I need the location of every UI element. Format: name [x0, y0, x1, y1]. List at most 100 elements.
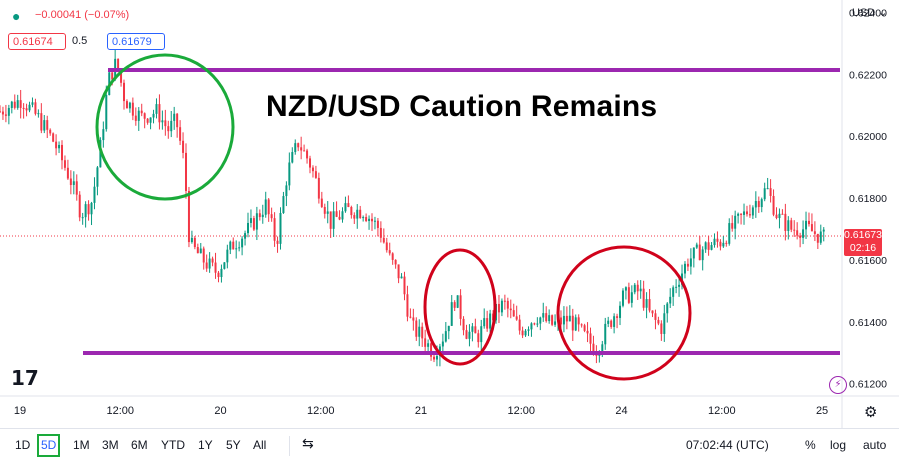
candle-body: [185, 152, 188, 191]
candle-body: [244, 233, 247, 239]
range-3m[interactable]: 3M: [102, 438, 119, 452]
candle-body: [784, 213, 787, 231]
candle-body: [317, 177, 320, 199]
price-tick-label: 0.61800: [849, 193, 887, 205]
candle-body: [258, 213, 261, 218]
candle-body: [760, 199, 763, 208]
time-tick-label: 24: [615, 405, 627, 417]
candle-body: [710, 245, 713, 250]
candle-body: [666, 303, 669, 314]
candle-body: [692, 247, 695, 259]
candle-body: [270, 214, 273, 219]
candle-body: [418, 326, 421, 337]
range-6m[interactable]: 6M: [131, 438, 148, 452]
time-tick-label: 12:00: [307, 405, 335, 417]
candle-body: [743, 211, 746, 215]
candle-body: [421, 326, 424, 339]
candle-body: [49, 129, 52, 134]
candle-body: [719, 241, 722, 247]
log-toggle[interactable]: log: [830, 438, 847, 452]
candle-body: [255, 213, 258, 230]
ask-box[interactable]: 0.61679: [107, 33, 165, 50]
calendar-goto-icon[interactable]: ⇆: [302, 435, 314, 451]
candle-body: [55, 141, 58, 149]
candle-body: [87, 204, 90, 215]
auto-toggle[interactable]: auto: [863, 438, 887, 452]
tradingview-logo-icon[interactable]: 𝟭𝟳: [11, 368, 39, 390]
candle-body: [580, 324, 583, 326]
candle-body: [391, 253, 394, 260]
red-circle-annotation-right[interactable]: [556, 245, 692, 381]
candle-body: [695, 244, 698, 248]
candle-body: [474, 326, 477, 334]
candle-body: [816, 233, 819, 243]
candle-body: [716, 238, 719, 242]
candle-body: [235, 248, 238, 250]
candle-body: [335, 211, 338, 217]
candle-body: [642, 288, 645, 308]
candle-body: [1, 111, 4, 115]
candle-body: [371, 218, 374, 222]
time-tick-label: 25: [816, 405, 828, 417]
candle-body: [521, 330, 524, 336]
candle-body: [568, 315, 571, 322]
candle-body: [793, 229, 796, 231]
range-1m[interactable]: 1M: [73, 438, 90, 452]
candle-body: [285, 185, 288, 197]
spread-value: 0.5: [72, 35, 88, 47]
candle-body: [757, 201, 760, 208]
candle-body: [799, 235, 802, 238]
time-tick-label: 12:00: [508, 405, 536, 417]
candle-body: [533, 323, 536, 325]
candle-body: [264, 199, 267, 215]
candle-body: [636, 284, 639, 292]
candle-body: [545, 313, 548, 322]
candle-body: [489, 313, 492, 329]
candle-body: [379, 227, 382, 238]
percent-toggle[interactable]: %: [805, 438, 816, 452]
range-5y[interactable]: 5Y: [226, 438, 241, 452]
candle-body: [698, 244, 701, 261]
range-all[interactable]: All: [253, 438, 267, 452]
candle-body: [456, 295, 459, 308]
chart-headline: NZD/USD Caution Remains: [266, 90, 658, 123]
clock-time[interactable]: 07:02:44 (UTC): [686, 438, 769, 452]
candle-body: [480, 326, 483, 343]
candle-body: [52, 133, 55, 142]
candle-body: [713, 238, 716, 246]
range-5d[interactable]: 5D: [37, 434, 61, 457]
range-1y[interactable]: 1Y: [198, 438, 213, 452]
candle-body: [571, 315, 574, 331]
candle-body: [660, 323, 663, 334]
candle-body: [807, 220, 810, 225]
candle-body: [214, 262, 217, 273]
candle-body: [232, 241, 235, 250]
candle-body: [415, 320, 418, 337]
candle-body: [300, 147, 303, 151]
candle-body: [217, 272, 220, 278]
candle-body: [347, 203, 350, 208]
currency-selector[interactable]: USD ⌄: [852, 6, 888, 19]
candle-body: [740, 213, 743, 215]
gear-icon[interactable]: ⚙: [864, 404, 878, 421]
candle-body: [616, 316, 619, 318]
bid-box[interactable]: 0.61674: [8, 33, 66, 50]
price-axis[interactable]: 0.62400 0.62200 0.62000 0.61800 0.61600 0.614…: [849, 7, 887, 390]
candle-body: [394, 259, 397, 265]
candle-body: [577, 317, 580, 325]
range-ytd[interactable]: YTD: [161, 438, 185, 452]
candle-body: [25, 108, 28, 111]
candle-body: [536, 323, 539, 325]
red-circle-annotation-left[interactable]: [423, 248, 497, 366]
time-axis[interactable]: 19 12:00 20 12:00 21 12:00 24 12:00 25: [14, 405, 828, 417]
range-1d[interactable]: 1D: [15, 438, 31, 452]
candle-body: [28, 104, 31, 111]
lightning-icon[interactable]: ⚡: [829, 376, 847, 394]
green-circle-annotation[interactable]: [95, 53, 235, 201]
candle-body: [279, 212, 282, 244]
candle-body: [205, 262, 208, 269]
candle-body: [447, 325, 450, 332]
candle-body: [146, 118, 149, 123]
candle-body: [128, 102, 131, 109]
